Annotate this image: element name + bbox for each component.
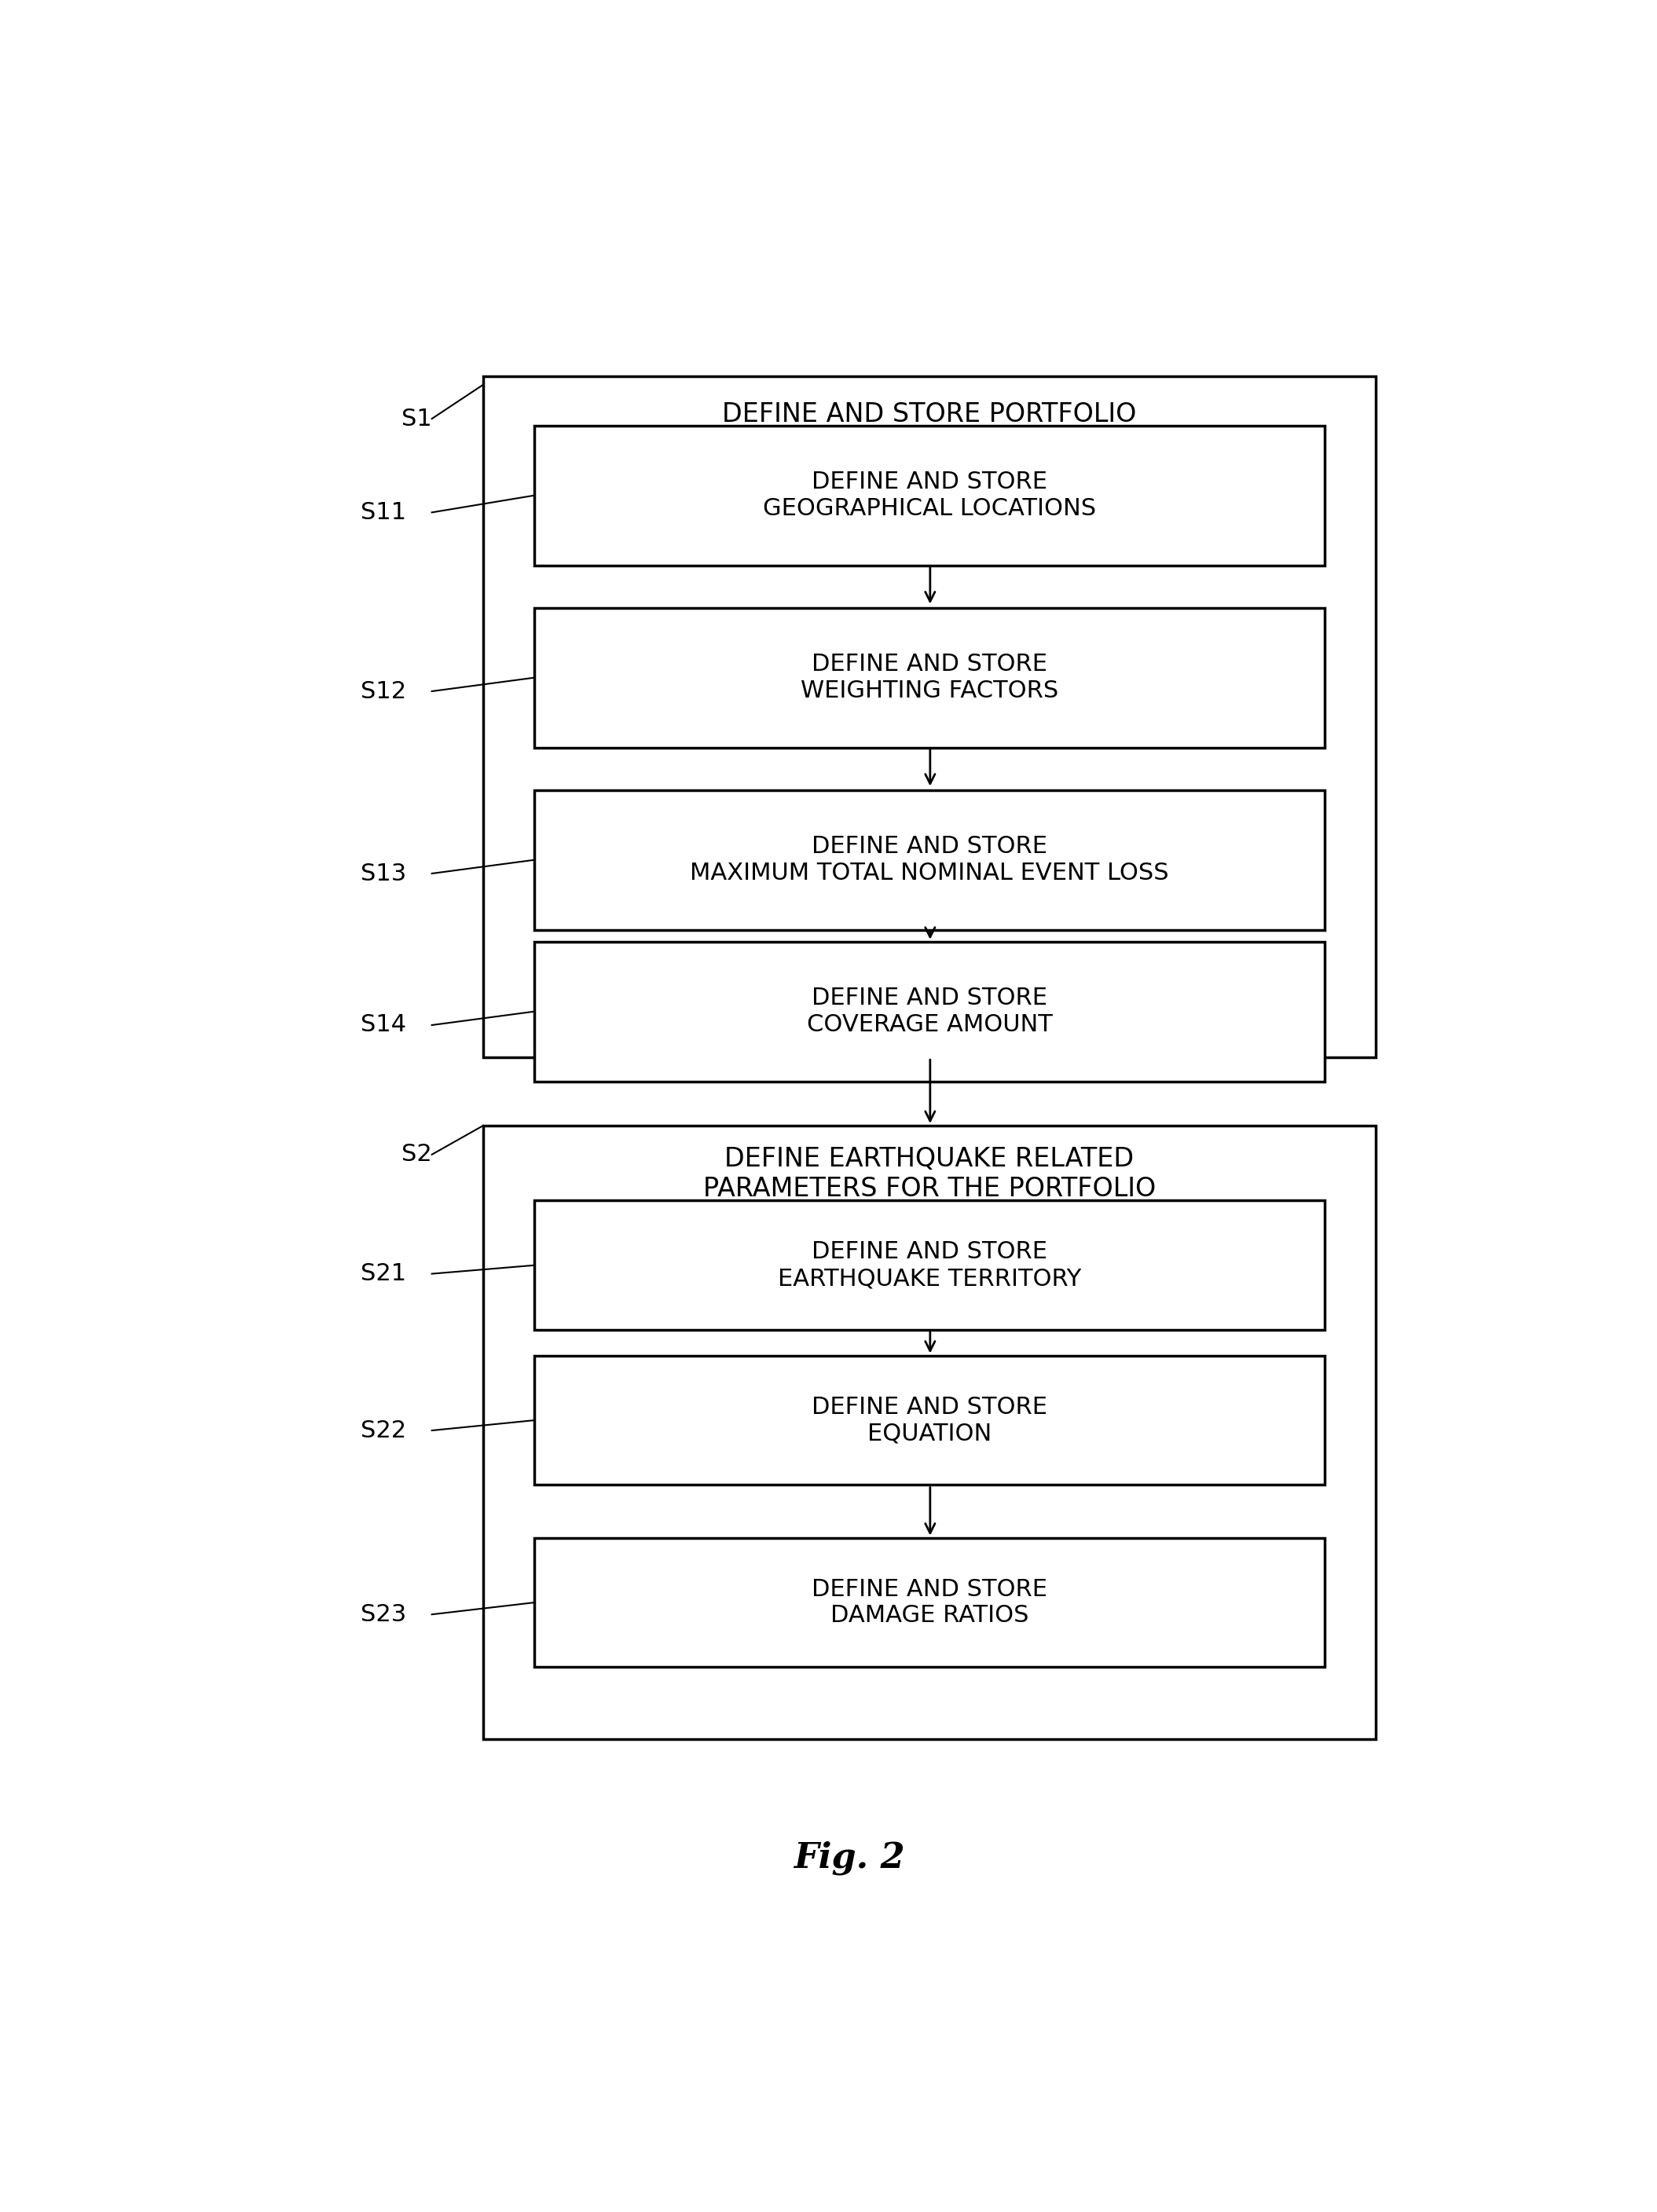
Text: S14: S14 bbox=[361, 1013, 406, 1037]
Bar bbox=[484, 376, 1375, 1057]
Text: DEFINE AND STORE
MAXIMUM TOTAL NOMINAL EVENT LOSS: DEFINE AND STORE MAXIMUM TOTAL NOMINAL E… bbox=[689, 836, 1168, 885]
Text: S21: S21 bbox=[361, 1263, 406, 1285]
Text: DEFINE AND STORE PORTFOLIO: DEFINE AND STORE PORTFOLIO bbox=[722, 403, 1137, 427]
Text: Fig. 2: Fig. 2 bbox=[794, 1840, 905, 1876]
Bar bbox=[535, 1356, 1324, 1484]
Bar bbox=[535, 608, 1324, 748]
Text: S23: S23 bbox=[361, 1604, 406, 1626]
Bar bbox=[535, 942, 1324, 1082]
Text: DEFINE AND STORE
EARTHQUAKE TERRITORY: DEFINE AND STORE EARTHQUAKE TERRITORY bbox=[777, 1241, 1082, 1290]
Text: S12: S12 bbox=[361, 679, 406, 703]
Text: DEFINE AND STORE
COVERAGE AMOUNT: DEFINE AND STORE COVERAGE AMOUNT bbox=[807, 987, 1052, 1035]
Text: S22: S22 bbox=[361, 1420, 406, 1442]
Bar bbox=[535, 1537, 1324, 1668]
Bar bbox=[535, 790, 1324, 929]
Text: DEFINE AND STORE
GEOGRAPHICAL LOCATIONS: DEFINE AND STORE GEOGRAPHICAL LOCATIONS bbox=[762, 471, 1095, 520]
Text: DEFINE AND STORE
DAMAGE RATIOS: DEFINE AND STORE DAMAGE RATIOS bbox=[812, 1577, 1047, 1628]
Text: S11: S11 bbox=[361, 502, 406, 524]
Text: DEFINE EARTHQUAKE RELATED
PARAMETERS FOR THE PORTFOLIO: DEFINE EARTHQUAKE RELATED PARAMETERS FOR… bbox=[703, 1146, 1157, 1201]
Text: DEFINE AND STORE
WEIGHTING FACTORS: DEFINE AND STORE WEIGHTING FACTORS bbox=[800, 653, 1059, 701]
Bar bbox=[535, 425, 1324, 566]
Text: S1: S1 bbox=[401, 407, 432, 429]
Bar bbox=[535, 1201, 1324, 1329]
Text: S2: S2 bbox=[401, 1144, 432, 1166]
Text: DEFINE AND STORE
EQUATION: DEFINE AND STORE EQUATION bbox=[812, 1396, 1047, 1444]
Bar bbox=[484, 1126, 1375, 1739]
Text: S13: S13 bbox=[361, 863, 406, 885]
